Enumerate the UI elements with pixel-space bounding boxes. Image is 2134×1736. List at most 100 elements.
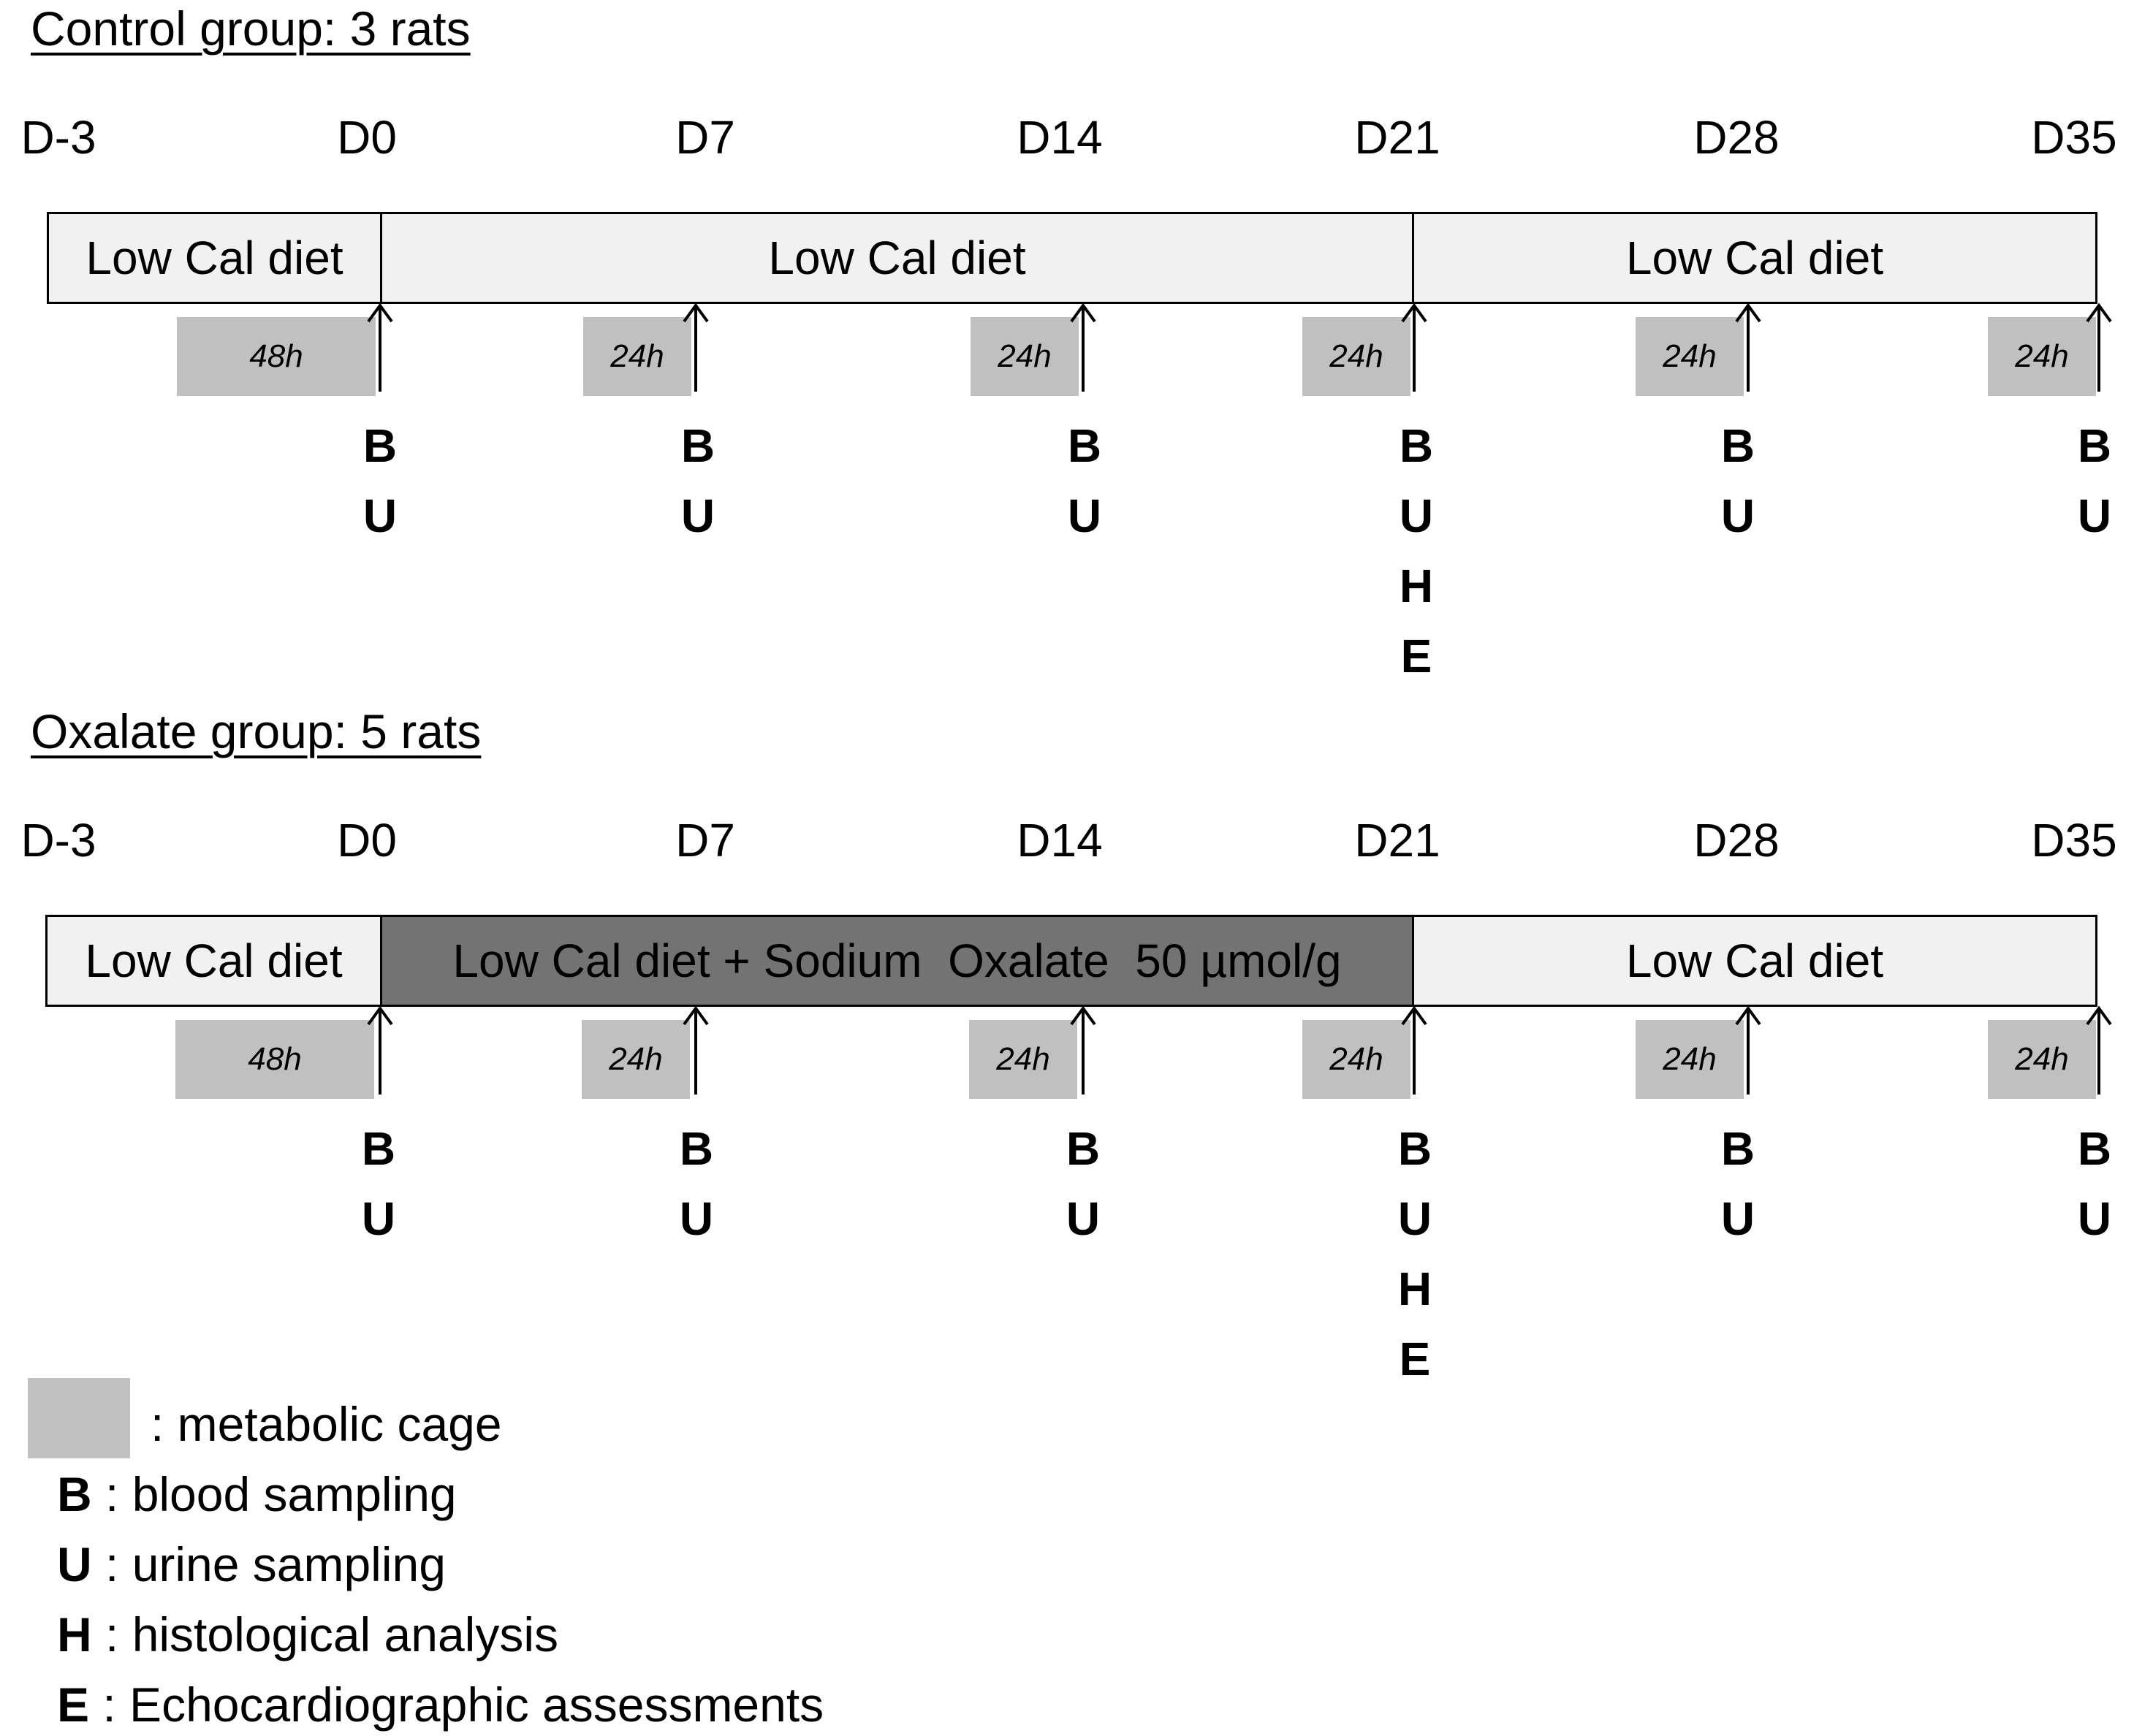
- legend-text: : histological analysis: [105, 1607, 558, 1661]
- sample-code: U: [680, 490, 715, 542]
- legend-code: H: [57, 1607, 92, 1661]
- legend-code: U: [57, 1537, 92, 1591]
- legend-item: H : histological analysis: [57, 1610, 558, 1659]
- day-label: D0: [337, 814, 397, 867]
- oxalate-group-title: Oxalate group: 5 rats: [31, 704, 482, 758]
- day-label: D-3: [20, 814, 96, 867]
- cage-duration-label: 24h: [2015, 1041, 2069, 1077]
- cage-duration-label: 24h: [998, 338, 1052, 374]
- sample-code: U: [2077, 1192, 2112, 1245]
- diet-segment: Low Cal diet: [47, 212, 382, 304]
- day-label: D0: [337, 111, 397, 164]
- arrow-up-icon: [367, 1005, 393, 1094]
- sample-code: B: [362, 419, 398, 472]
- sample-code: B: [2077, 419, 2112, 472]
- metabolic-cage-block: 24h: [969, 1020, 1077, 1099]
- metabolic-cage-block: 24h: [1302, 317, 1410, 396]
- legend-text: : Echocardiographic assessments: [102, 1678, 824, 1732]
- arrow-up-icon: [683, 1005, 709, 1094]
- legend-code: B: [57, 1467, 92, 1521]
- metabolic-cage-block: 48h: [177, 317, 376, 396]
- sample-code: U: [1067, 490, 1102, 542]
- sample-code: E: [1399, 1333, 1431, 1385]
- sample-code: U: [1399, 490, 1434, 542]
- sample-code: E: [1400, 630, 1432, 682]
- legend-item: U : urine sampling: [57, 1540, 446, 1588]
- sample-code: B: [1067, 419, 1102, 472]
- cage-duration-label: 24h: [996, 1041, 1050, 1077]
- diet-label: Low Cal diet + Sodium Oxalate 50 µmol/g: [452, 934, 1342, 987]
- sample-code: B: [1720, 419, 1755, 472]
- sample-code: U: [1720, 490, 1755, 542]
- legend-text: : blood sampling: [105, 1467, 457, 1521]
- arrow-up-icon: [1070, 302, 1096, 392]
- sample-code: U: [2077, 490, 2112, 542]
- metabolic-cage-block: 24h: [971, 317, 1079, 396]
- arrow-up-icon: [2086, 302, 2112, 392]
- metabolic-cage-block: 24h: [583, 317, 691, 396]
- cage-duration-label: 48h: [248, 1041, 302, 1077]
- sample-code: U: [362, 490, 398, 542]
- day-label: D21: [1354, 814, 1440, 867]
- day-label: D7: [675, 111, 735, 164]
- arrow-up-icon: [1735, 302, 1761, 392]
- oxalate-diet-segment: Low Cal diet + Sodium Oxalate 50 µmol/g: [380, 915, 1414, 1007]
- sample-code: U: [361, 1192, 396, 1245]
- diet-label: Low Cal diet: [85, 934, 343, 987]
- diet-segment: Low Cal diet: [45, 915, 382, 1007]
- diet-label: Low Cal diet: [768, 232, 1026, 284]
- diet-label: Low Cal diet: [1625, 934, 1884, 987]
- sample-code: B: [1720, 1122, 1755, 1175]
- sample-code: U: [1397, 1192, 1432, 1245]
- metabolic-cage-block: 24h: [582, 1020, 690, 1099]
- day-label: D35: [2031, 814, 2117, 867]
- legend-code: E: [57, 1678, 90, 1732]
- legend-text: : urine sampling: [105, 1537, 446, 1591]
- legend-metabolic-cage-text: : metabolic cage: [151, 1397, 502, 1451]
- diet-label: Low Cal diet: [86, 232, 343, 284]
- cage-duration-label: 24h: [610, 338, 664, 374]
- legend-item: E : Echocardiographic assessments: [57, 1680, 824, 1729]
- diet-segment: Low Cal diet: [1412, 915, 2097, 1007]
- day-label: D14: [1017, 111, 1103, 164]
- metabolic-cage-block: 24h: [1988, 317, 2096, 396]
- day-label: D-3: [20, 111, 96, 164]
- sample-code: U: [1066, 1192, 1101, 1245]
- arrow-up-icon: [1735, 1005, 1761, 1094]
- metabolic-cage-block: 24h: [1302, 1020, 1410, 1099]
- sample-code: B: [680, 419, 715, 472]
- cage-duration-label: 24h: [1329, 338, 1383, 374]
- metabolic-cage-block: 24h: [1636, 317, 1744, 396]
- control-group-title: Control group: 3 rats: [31, 1, 471, 56]
- sample-code: B: [679, 1122, 714, 1175]
- cage-duration-label: 24h: [609, 1041, 663, 1077]
- arrow-up-icon: [367, 302, 393, 392]
- sample-code: H: [1399, 560, 1434, 612]
- cage-duration-label: 24h: [1663, 1041, 1717, 1077]
- day-label: D35: [2031, 111, 2117, 164]
- sample-code: B: [361, 1122, 396, 1175]
- day-label: D14: [1017, 814, 1103, 867]
- cage-duration-label: 24h: [2015, 338, 2069, 374]
- diet-segment: Low Cal diet: [380, 212, 1414, 304]
- arrow-up-icon: [2086, 1005, 2112, 1094]
- arrow-up-icon: [1401, 302, 1427, 392]
- sample-code: B: [1066, 1122, 1101, 1175]
- sample-code: B: [1397, 1122, 1432, 1175]
- legend-item: B : blood sampling: [57, 1470, 457, 1518]
- sample-code: B: [2077, 1122, 2112, 1175]
- metabolic-cage-block: 24h: [1636, 1020, 1744, 1099]
- diet-segment: Low Cal diet: [1412, 212, 2097, 304]
- day-label: D28: [1693, 814, 1780, 867]
- day-label: D21: [1354, 111, 1440, 164]
- day-label: D7: [675, 814, 735, 867]
- day-label: D28: [1693, 111, 1780, 164]
- sample-code: B: [1399, 419, 1434, 472]
- cage-duration-label: 24h: [1663, 338, 1717, 374]
- metabolic-cage-swatch: [28, 1378, 130, 1458]
- sample-code: U: [1720, 1192, 1755, 1245]
- sample-code: U: [679, 1192, 714, 1245]
- arrow-up-icon: [683, 302, 709, 392]
- cage-duration-label: 48h: [249, 338, 303, 374]
- arrow-up-icon: [1401, 1005, 1427, 1094]
